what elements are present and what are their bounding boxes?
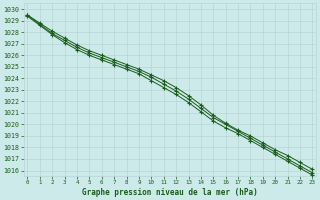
X-axis label: Graphe pression niveau de la mer (hPa): Graphe pression niveau de la mer (hPa) — [82, 188, 258, 197]
